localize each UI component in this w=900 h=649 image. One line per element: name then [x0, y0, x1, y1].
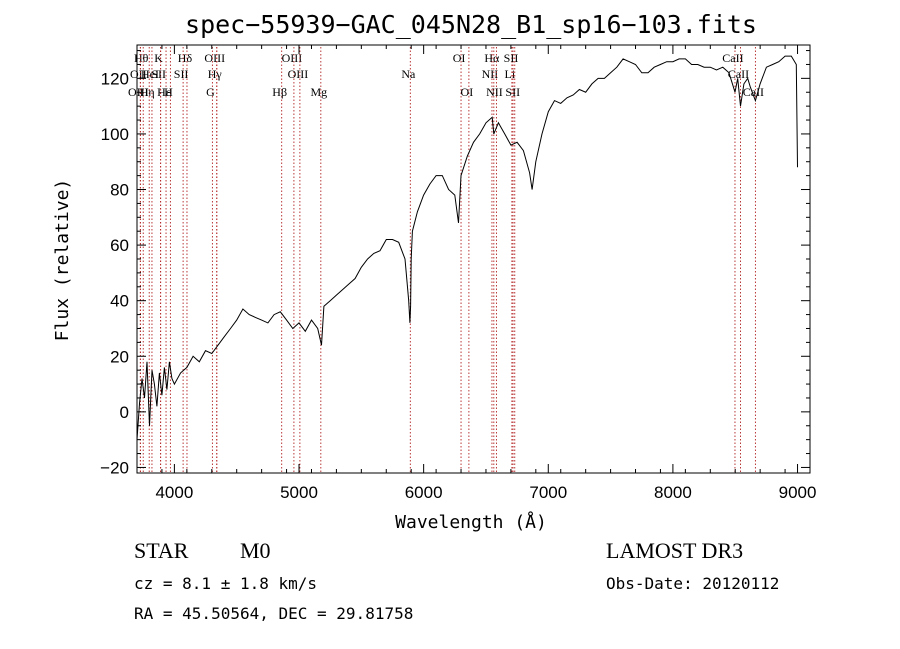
marker-h-beta-label: Hβ — [272, 85, 287, 99]
chart-title: spec−55939−GAC_045N28_B1_sp16−103.fits — [185, 10, 757, 39]
x-tick-label: 9000 — [779, 483, 817, 502]
marker-sii-4070-label: SII — [174, 67, 189, 81]
plot-frame — [136, 44, 811, 474]
x-axis-label: Wavelength (Å) — [395, 511, 547, 533]
survey-name: LAMOST DR3 — [606, 538, 743, 563]
spectral-subclass: M0 — [240, 538, 271, 563]
marker-h-eta-label: Hη — [140, 85, 155, 99]
marker-caii-8542-label: CaII — [728, 67, 749, 81]
marker-sii-6731-label: SII — [505, 85, 520, 99]
x-axis: 4000 5000 6000 7000 8000 9000 — [136, 45, 817, 502]
y-axis: −20 0 20 40 60 80 100 120 — [100, 50, 810, 477]
marker-sii-6717-label: SII — [504, 51, 519, 65]
y-tick-label: 80 — [110, 181, 129, 200]
x-tick-label: 8000 — [654, 483, 692, 502]
y-tick-label: −20 — [100, 458, 129, 477]
y-tick-label: 0 — [120, 403, 129, 422]
marker-oii-label: OII — [130, 67, 147, 81]
marker-sii-blue-label: SII — [151, 67, 166, 81]
y-tick-label: 120 — [101, 69, 129, 88]
x-tick-label: 7000 — [529, 483, 567, 502]
marker-oiii-4959-label: OIII — [282, 51, 303, 65]
observation-date: Obs-Date: 20120112 — [606, 574, 779, 593]
marker-li-label: Li — [505, 67, 516, 81]
y-tick-label: 100 — [101, 125, 129, 144]
marker-caii-8498-label: CaII — [722, 51, 743, 65]
spectrum-line — [136, 55, 798, 440]
marker-nii-6548-label: NII — [482, 67, 499, 81]
marker-h-theta-label: Hθ — [134, 51, 149, 65]
marker-oiii-4363-label: OIII — [204, 51, 225, 65]
marker-k-label: K — [154, 51, 163, 65]
marker-h-delta-label: Hδ — [178, 51, 193, 65]
x-tick-label: 4000 — [155, 483, 193, 502]
marker-h-gamma-label: Hγ — [208, 67, 223, 81]
y-axis-label: Flux (relative) — [52, 179, 73, 342]
marker-na-label: Na — [401, 67, 416, 81]
sky-coordinates: RA = 45.50564, DEC = 29.81758 — [134, 604, 413, 623]
x-tick-label: 5000 — [280, 483, 318, 502]
y-tick-label: 20 — [110, 347, 129, 366]
object-class: STAR — [134, 538, 189, 563]
marker-nii-6584-label: NII — [486, 85, 503, 99]
marker-oi-6363-label: OI — [461, 85, 474, 99]
redshift-velocity: cz = 8.1 ± 1.8 km/s — [134, 574, 317, 593]
marker-mg-label: Mg — [310, 85, 327, 99]
marker-caii-8662-label: CaII — [743, 85, 764, 99]
marker-g-label: G — [206, 85, 215, 99]
marker-h-epsilon-label: Hε — [157, 85, 171, 99]
marker-oiii-5007-label: OIII — [288, 67, 309, 81]
marker-h-label: H — [164, 85, 173, 99]
marker-hei-label: HeI — [141, 67, 159, 81]
y-tick-label: 60 — [110, 236, 129, 255]
y-tick-label: 40 — [110, 292, 129, 311]
x-tick-label: 6000 — [405, 483, 443, 502]
marker-oi-6300-label: OI — [453, 51, 466, 65]
